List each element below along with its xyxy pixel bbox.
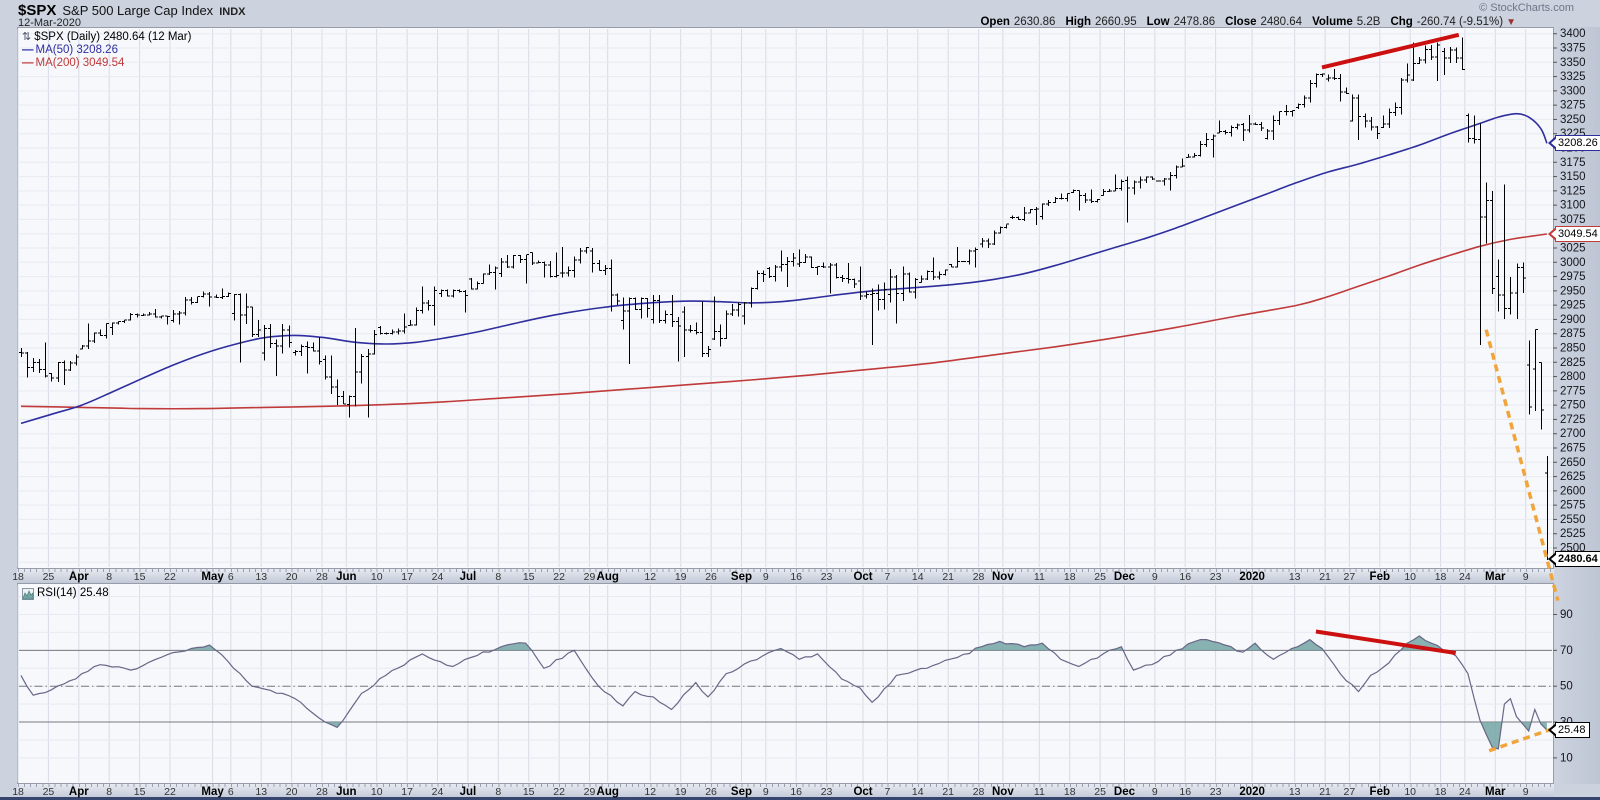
down-arrow-icon: ▼ xyxy=(1506,17,1516,28)
ma200-axis-tag: 3049.54 xyxy=(1548,226,1600,242)
quote-summary: Open 2630.86 High 2660.95 Low 2478.86 Close 248… xyxy=(970,16,1516,28)
rsi-area-icon xyxy=(22,587,34,600)
low-label: Low xyxy=(1146,16,1170,28)
rsi-value-axis-tag: 25.48 xyxy=(1548,722,1590,738)
ma50-legend: MA(50) 3208.26 xyxy=(35,44,118,56)
ma200-legend: MA(200) 3049.54 xyxy=(35,57,125,69)
close-label: Close xyxy=(1225,16,1257,28)
last-price-axis-tag: 2480.64 xyxy=(1548,551,1600,567)
price-axis-strip xyxy=(1554,27,1600,784)
symbol-label: $SPX xyxy=(18,2,57,19)
ma50-swatch-icon: — xyxy=(22,44,34,56)
high-label: High xyxy=(1065,16,1092,28)
main-legend-symbol: $SPX (Daily) 2480.64 (12 Mar) xyxy=(34,31,192,43)
page-bottom-rule xyxy=(0,797,1600,800)
rsi-indicator-panel xyxy=(17,583,1554,784)
close-value: 2480.64 xyxy=(1260,16,1303,28)
index-name-label: S&P 500 Large Cap Index xyxy=(62,3,214,18)
open-value: 2630.86 xyxy=(1013,16,1056,28)
stockcharts-copyright: © StockCharts.com xyxy=(1479,2,1574,14)
low-value: 2478.86 xyxy=(1173,16,1216,28)
date-axis-rsi xyxy=(17,784,1554,798)
chg-label: Chg xyxy=(1390,16,1413,28)
chart-date: 12-Mar-2020 xyxy=(18,17,81,29)
main-chart-legend: ⇅ $SPX (Daily) 2480.64 (12 Mar) — MA(50)… xyxy=(22,31,191,70)
ma200-swatch-icon: — xyxy=(22,57,34,69)
ma50-axis-tag: 3208.26 xyxy=(1548,135,1600,151)
volume-label: Volume xyxy=(1312,16,1353,28)
exchange-label: INDX xyxy=(219,6,246,18)
date-axis-main xyxy=(17,569,1554,583)
open-label: Open xyxy=(980,16,1010,28)
rsi-legend: RSI(14) 25.48 xyxy=(22,587,109,600)
rsi-legend-text: RSI(14) 25.48 xyxy=(37,587,109,599)
high-value: 2660.95 xyxy=(1095,16,1137,28)
chg-value: -260.74 (-9.51%) xyxy=(1416,16,1504,28)
price-style-icon: ⇅ xyxy=(22,31,32,43)
chart-title: $SPX S&P 500 Large Cap Index INDX xyxy=(18,2,245,20)
price-chart-panel xyxy=(17,27,1554,569)
volume-value: 5.2B xyxy=(1356,16,1381,28)
